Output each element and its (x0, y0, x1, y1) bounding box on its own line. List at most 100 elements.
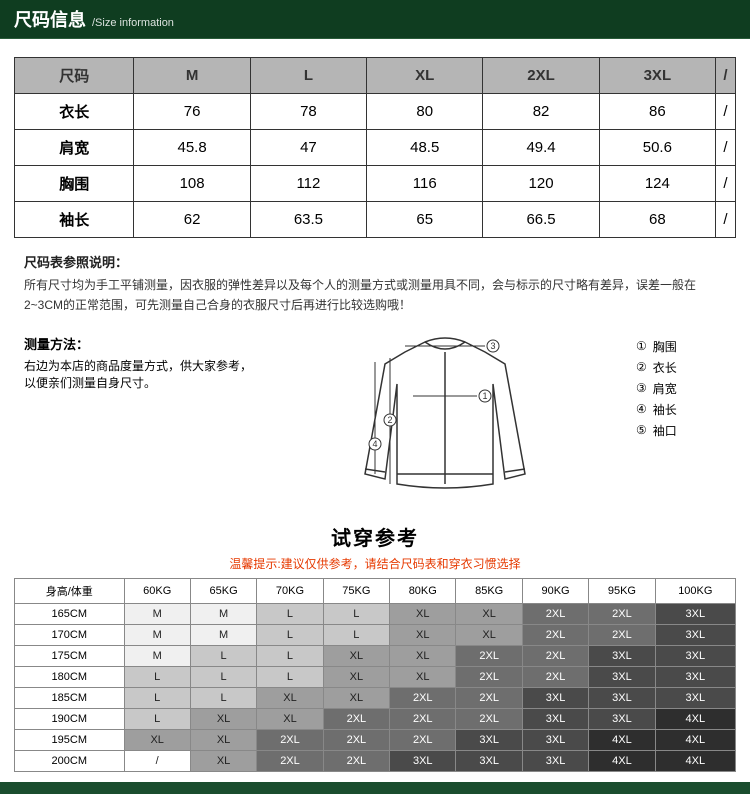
ref-cell: 3XL (655, 666, 735, 687)
ref-cell: 2XL (390, 729, 456, 750)
size-cell: 86 (599, 94, 715, 130)
ref-cell: 3XL (655, 687, 735, 708)
ref-cell: XL (257, 708, 323, 729)
size-table-header: 3XL (599, 58, 715, 94)
garment-diagram: 3 1 2 4 (266, 334, 624, 504)
size-cell: 48.5 (367, 130, 483, 166)
notes-title: 尺码表参照说明： (24, 252, 736, 271)
jacket-icon: 3 1 2 4 (335, 334, 555, 504)
ref-cell: 2XL (456, 666, 522, 687)
size-cell: 112 (250, 166, 366, 202)
ref-cell: 3XL (522, 708, 588, 729)
header-bar: 尺码信息 /Size information (0, 0, 750, 39)
ref-cell: M (190, 603, 256, 624)
size-row-label: 袖长 (15, 202, 134, 238)
ref-cell: 3XL (522, 750, 588, 771)
ref-cell: 3XL (589, 666, 655, 687)
legend-number: ④ (636, 402, 647, 416)
measure-text: 右边为本店的商品度量方式，供大家参考，以便亲们测量自身尺寸。 (24, 357, 254, 391)
ref-cell: L (190, 666, 256, 687)
measure-legend: ①胸围②衣长③肩宽④袖长⑤袖口 (636, 334, 726, 443)
legend-row: ③ 肩宽 (636, 380, 726, 397)
size-cell: 49.4 (483, 130, 599, 166)
ref-cell: M (190, 624, 256, 645)
ref-cell: XL (190, 708, 256, 729)
ref-cell: 4XL (589, 729, 655, 750)
legend-row: ②衣长 (636, 359, 726, 376)
ref-header-weight: 65KG (190, 578, 256, 603)
size-cell: 65 (367, 202, 483, 238)
ref-cell: 2XL (456, 645, 522, 666)
ref-header-weight: 70KG (257, 578, 323, 603)
ref-cell: XL (190, 750, 256, 771)
ref-cell: L (257, 645, 323, 666)
svg-text:4: 4 (372, 439, 377, 449)
legend-label: 肩宽 (653, 380, 677, 397)
try-warn: 温馨提示:建议仅供参考，请结合尺码表和穿衣习惯选择 (14, 555, 736, 572)
svg-text:2: 2 (387, 415, 392, 425)
ref-cell: XL (323, 666, 389, 687)
ref-cell: XL (390, 645, 456, 666)
legend-row: ④袖长 (636, 401, 726, 418)
ref-header-label: 身高/体重 (15, 578, 125, 603)
size-cell: 76 (134, 94, 250, 130)
ref-cell: L (124, 708, 190, 729)
size-cell: 62 (134, 202, 250, 238)
size-cell: 78 (250, 94, 366, 130)
size-cell: 80 (367, 94, 483, 130)
size-table-header: 2XL (483, 58, 599, 94)
ref-cell: 2XL (323, 750, 389, 771)
ref-row-height: 185CM (15, 687, 125, 708)
legend-number: ③ (636, 381, 647, 395)
ref-cell: XL (456, 624, 522, 645)
ref-cell: L (257, 624, 323, 645)
ref-row-height: 180CM (15, 666, 125, 687)
ref-cell: L (257, 603, 323, 624)
size-table-header: L (250, 58, 366, 94)
ref-header-weight: 100KG (655, 578, 735, 603)
size-cell: 68 (599, 202, 715, 238)
ref-cell: 4XL (589, 750, 655, 771)
ref-header-weight: 85KG (456, 578, 522, 603)
size-table-header: XL (367, 58, 483, 94)
ref-cell: XL (456, 603, 522, 624)
ref-cell: 2XL (522, 645, 588, 666)
ref-cell: 2XL (456, 708, 522, 729)
size-cell: / (716, 166, 736, 202)
ref-header-weight: 60KG (124, 578, 190, 603)
ref-cell: M (124, 603, 190, 624)
ref-cell: XL (390, 603, 456, 624)
size-cell: 124 (599, 166, 715, 202)
size-cell: 45.8 (134, 130, 250, 166)
ref-cell: 2XL (589, 603, 655, 624)
ref-cell: 3XL (456, 750, 522, 771)
ref-cell: 3XL (390, 750, 456, 771)
size-cell: / (716, 94, 736, 130)
size-cell: 82 (483, 94, 599, 130)
ref-cell: 2XL (257, 750, 323, 771)
ref-cell: M (124, 645, 190, 666)
size-cell: 108 (134, 166, 250, 202)
size-cell: / (716, 130, 736, 166)
svg-text:3: 3 (490, 341, 495, 351)
ref-cell: 4XL (655, 708, 735, 729)
size-row-label: 衣长 (15, 94, 134, 130)
ref-cell: 3XL (456, 729, 522, 750)
size-table-header: M (134, 58, 250, 94)
ref-cell: 3XL (655, 645, 735, 666)
ref-row-height: 190CM (15, 708, 125, 729)
size-table-header: 尺码 (15, 58, 134, 94)
ref-row-height: 165CM (15, 603, 125, 624)
ref-cell: XL (124, 729, 190, 750)
ref-header-weight: 90KG (522, 578, 588, 603)
legend-row: ⑤袖口 (636, 422, 726, 439)
ref-cell: L (190, 687, 256, 708)
size-row-label: 肩宽 (15, 130, 134, 166)
ref-header-weight: 95KG (589, 578, 655, 603)
ref-cell: 3XL (522, 729, 588, 750)
ref-cell: 4XL (655, 729, 735, 750)
ref-cell: XL (323, 645, 389, 666)
ref-cell: 3XL (655, 603, 735, 624)
size-table: 尺码MLXL2XL3XL/ 衣长7678808286/肩宽45.84748.54… (14, 57, 736, 238)
ref-header-weight: 75KG (323, 578, 389, 603)
